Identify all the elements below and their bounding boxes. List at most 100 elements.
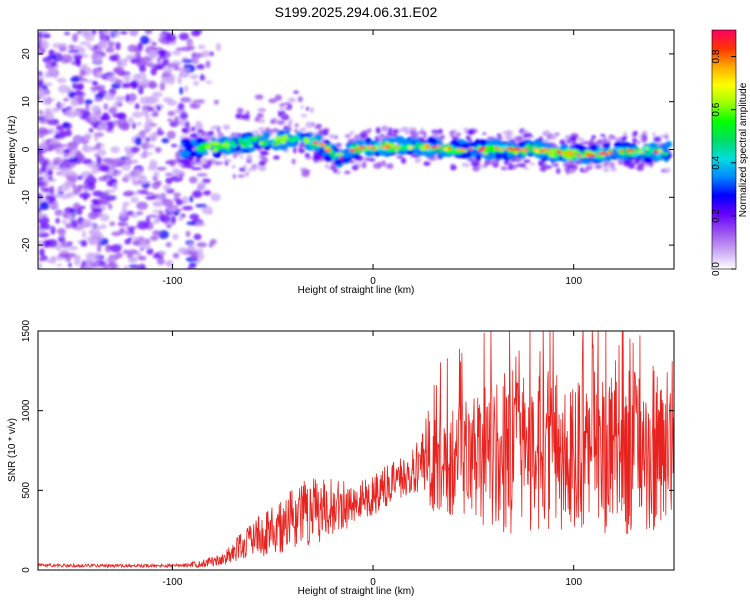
noise-blob [189, 74, 199, 80]
noise-blob [147, 214, 159, 218]
ridge-strong-blob [415, 142, 425, 146]
ridge-peak-blob [598, 152, 602, 155]
ridge-halo-blob [622, 135, 626, 142]
ridge-halo-blob [259, 161, 266, 166]
ridge-halo-blob [239, 167, 246, 172]
ridge-halo-blob [214, 161, 224, 165]
noise-blob [52, 160, 60, 166]
ridge-strong-blob [212, 148, 218, 153]
noise-blob [56, 144, 68, 148]
noise-blob [82, 54, 89, 58]
colorbar-label: Normalized spectral amplitude [738, 82, 749, 217]
ridge-halo-blob [347, 160, 356, 164]
ridge-core-blob [459, 152, 470, 159]
noise-blob [67, 141, 79, 151]
noise-blob [199, 73, 205, 81]
noise-blob [76, 30, 82, 35]
noise-blob [57, 84, 69, 94]
noise-blob [135, 211, 144, 216]
ridge-strong-blob [398, 143, 405, 147]
noise-blob [172, 233, 179, 241]
noise-blob [93, 231, 104, 241]
ridge-strong-blob [653, 146, 662, 150]
noise-blob [99, 224, 107, 230]
snr-y-ticks: 0 500 1000 1500 [21, 319, 674, 573]
spectrogram-ytick-label: -10 [21, 190, 32, 205]
ridge-core-blob [427, 136, 437, 145]
spectrogram-noise-field [38, 30, 221, 269]
noise-blob [96, 148, 107, 157]
noise-blob [201, 178, 211, 184]
ridge-halo-blob [294, 123, 299, 128]
noise-blob [160, 77, 169, 85]
ridge-strong-blob [274, 136, 282, 140]
ridge-halo-blob [262, 152, 270, 155]
ridge-peak-blob [482, 147, 487, 150]
ridge-peak-blob [469, 147, 473, 151]
noise-blob [130, 196, 139, 203]
ridge-peak-blob [423, 144, 429, 148]
noise-blob [65, 106, 73, 111]
ridge-halo-blob [305, 106, 310, 111]
noise-blob [38, 228, 46, 234]
noise-blob [93, 134, 99, 142]
ridge-halo-blob [310, 106, 314, 114]
noise-blob [165, 33, 177, 43]
noise-blob [147, 165, 158, 171]
ridge-halo-blob [600, 133, 606, 137]
noise-blob [110, 244, 122, 253]
noise-blob [76, 208, 83, 216]
noise-blob [38, 256, 45, 262]
noise-blob [122, 201, 130, 207]
noise-blob [84, 99, 93, 105]
ridge-strong-blob [258, 141, 264, 145]
noise-blob [152, 230, 161, 236]
noise-blob [61, 107, 67, 113]
ridge-halo-blob [653, 136, 662, 143]
ridge-strong-blob [253, 136, 258, 142]
ridge-peak-blob [425, 146, 431, 150]
ridge-peak-blob [534, 149, 540, 153]
noise-blob [165, 177, 173, 185]
noise-blob [63, 31, 71, 36]
ridge-peak-blob [559, 151, 564, 155]
ridge-halo-blob [247, 168, 252, 172]
noise-blob [58, 103, 66, 108]
ridge-peak-blob [351, 148, 356, 152]
ridge-halo-blob [278, 111, 282, 118]
ridge-peak-blob [396, 145, 400, 148]
noise-blob [136, 121, 142, 126]
noise-blob [170, 143, 178, 148]
ridge-peak-blob [312, 141, 319, 144]
noise-blob [188, 195, 194, 203]
noise-blob [112, 66, 125, 74]
noise-blob [123, 73, 131, 83]
spectrogram-xtick-label: -100 [162, 276, 182, 287]
noise-blob [182, 205, 194, 211]
ridge-halo-blob [222, 124, 231, 130]
noise-blob [121, 85, 131, 89]
noise-blob [76, 175, 84, 180]
noise-blob [58, 43, 67, 48]
ridge-halo-blob [274, 94, 282, 101]
ridge-strong-blob [437, 150, 444, 153]
noise-blob [152, 220, 160, 224]
noise-blob [70, 98, 79, 107]
ridge-core-blob [386, 137, 396, 143]
noise-blob [167, 110, 176, 117]
noise-blob [83, 196, 88, 201]
noise-blob [201, 50, 210, 58]
ridge-halo-blob [257, 107, 264, 112]
noise-blob [89, 146, 97, 152]
ridge-strong-blob [287, 137, 296, 143]
noise-blob [83, 133, 92, 141]
ridge-strong-blob [576, 150, 582, 155]
ridge-core-blob [452, 141, 461, 149]
noise-blob [150, 50, 159, 59]
ridge-peak-blob [371, 147, 376, 150]
noise-blob [38, 232, 50, 238]
noise-blob [185, 230, 191, 238]
noise-blob [38, 31, 43, 39]
noise-blob [145, 118, 153, 125]
ridge-peak-blob [499, 148, 505, 151]
